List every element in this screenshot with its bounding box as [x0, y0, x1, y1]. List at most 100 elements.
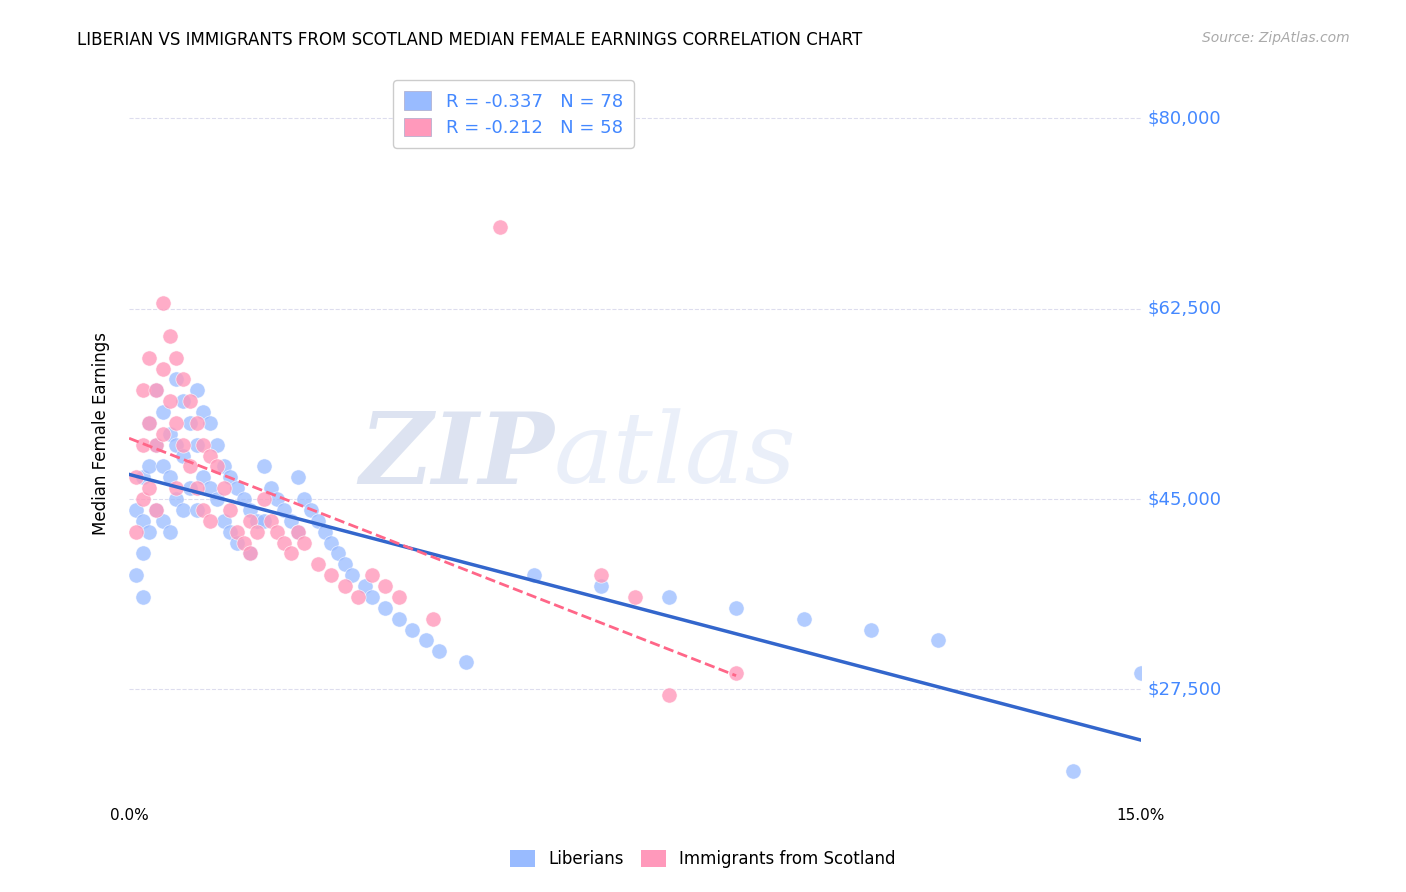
Point — [591, 568, 613, 582]
Text: $62,500: $62,500 — [1147, 300, 1222, 318]
Point — [125, 568, 148, 582]
Point — [287, 470, 309, 484]
Point — [186, 481, 208, 495]
Point — [321, 568, 343, 582]
Point — [159, 426, 181, 441]
Point — [152, 426, 174, 441]
Point — [179, 416, 201, 430]
Point — [212, 459, 235, 474]
Point — [1062, 764, 1084, 778]
Point — [193, 438, 215, 452]
Point — [125, 503, 148, 517]
Point — [138, 416, 160, 430]
Text: $45,000: $45,000 — [1147, 490, 1222, 508]
Point — [172, 394, 194, 409]
Point — [374, 579, 396, 593]
Point — [205, 459, 228, 474]
Point — [138, 481, 160, 495]
Point — [280, 546, 302, 560]
Point — [165, 438, 187, 452]
Point — [246, 524, 269, 539]
Point — [138, 524, 160, 539]
Point — [193, 503, 215, 517]
Point — [179, 459, 201, 474]
Point — [186, 503, 208, 517]
Point — [152, 459, 174, 474]
Point — [591, 579, 613, 593]
Point — [131, 384, 153, 398]
Point — [239, 514, 262, 528]
Point — [415, 633, 437, 648]
Point — [179, 481, 201, 495]
Point — [165, 492, 187, 507]
Point — [159, 470, 181, 484]
Text: LIBERIAN VS IMMIGRANTS FROM SCOTLAND MEDIAN FEMALE EARNINGS CORRELATION CHART: LIBERIAN VS IMMIGRANTS FROM SCOTLAND MED… — [77, 31, 862, 49]
Point — [165, 351, 187, 365]
Point — [125, 524, 148, 539]
Point — [658, 688, 681, 702]
Text: $27,500: $27,500 — [1147, 681, 1222, 698]
Point — [307, 514, 329, 528]
Point — [354, 579, 377, 593]
Point — [172, 438, 194, 452]
Point — [859, 623, 882, 637]
Point — [246, 514, 269, 528]
Point — [307, 558, 329, 572]
Point — [456, 655, 478, 669]
Point — [172, 449, 194, 463]
Point — [333, 579, 356, 593]
Point — [131, 546, 153, 560]
Point — [205, 438, 228, 452]
Point — [179, 394, 201, 409]
Text: $80,000: $80,000 — [1147, 110, 1222, 128]
Point — [226, 524, 249, 539]
Point — [165, 481, 187, 495]
Point — [145, 438, 167, 452]
Point — [624, 590, 647, 604]
Point — [287, 524, 309, 539]
Point — [347, 590, 370, 604]
Point — [198, 449, 221, 463]
Point — [239, 546, 262, 560]
Point — [145, 503, 167, 517]
Point — [138, 459, 160, 474]
Point — [138, 351, 160, 365]
Point — [152, 361, 174, 376]
Point — [273, 535, 295, 549]
Point — [165, 416, 187, 430]
Point — [725, 600, 748, 615]
Point — [374, 600, 396, 615]
Point — [212, 481, 235, 495]
Point — [725, 666, 748, 681]
Point — [145, 503, 167, 517]
Point — [152, 514, 174, 528]
Point — [927, 633, 949, 648]
Point — [523, 568, 546, 582]
Point — [266, 524, 288, 539]
Point — [340, 568, 363, 582]
Point — [145, 438, 167, 452]
Point — [152, 296, 174, 310]
Point — [260, 481, 283, 495]
Y-axis label: Median Female Earnings: Median Female Earnings — [93, 333, 110, 535]
Point — [328, 546, 350, 560]
Point — [260, 514, 283, 528]
Point — [186, 416, 208, 430]
Point — [232, 492, 254, 507]
Point — [253, 459, 276, 474]
Point — [131, 492, 153, 507]
Point — [125, 470, 148, 484]
Point — [198, 514, 221, 528]
Point — [219, 503, 242, 517]
Point — [165, 372, 187, 386]
Point — [273, 503, 295, 517]
Point — [1129, 666, 1152, 681]
Point — [239, 503, 262, 517]
Legend: Liberians, Immigrants from Scotland: Liberians, Immigrants from Scotland — [503, 843, 903, 875]
Point — [360, 568, 382, 582]
Point — [131, 590, 153, 604]
Point — [287, 524, 309, 539]
Point — [360, 590, 382, 604]
Point — [212, 514, 235, 528]
Point — [388, 590, 411, 604]
